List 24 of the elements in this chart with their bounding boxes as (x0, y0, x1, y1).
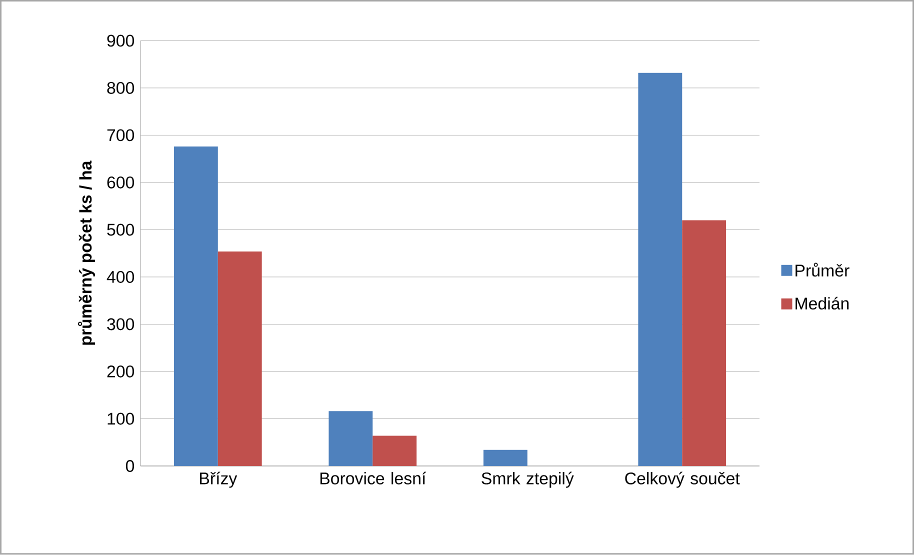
x-tick-label: Borovice lesní (320, 472, 426, 485)
legend-label: Průměr (796, 263, 850, 277)
y-tick-label: 200 (107, 366, 134, 378)
y-tick-label: 400 (106, 271, 134, 284)
x-tick-label: Celkový součet (625, 472, 740, 488)
y-tick-label: 800 (107, 82, 134, 94)
bar (682, 220, 726, 466)
bar (638, 73, 682, 466)
y-tick-label: 0 (126, 460, 134, 472)
y-axis-title: průměrný počet ks / ha (78, 160, 96, 345)
y-tick-label: 500 (107, 224, 134, 236)
y-tick-label: 600 (107, 176, 134, 189)
y-tick-label: 100 (108, 412, 134, 425)
y-tick-label: 700 (107, 129, 134, 142)
bar (372, 436, 417, 466)
legend-label: Medián (796, 297, 849, 310)
bar (483, 450, 528, 466)
x-tick-label: Břízy (200, 472, 238, 488)
y-tick-label: 300 (107, 318, 134, 330)
y-tick-label: 900 (107, 34, 134, 47)
bar (174, 146, 218, 466)
x-tick-label: Smrk ztepilý (482, 472, 574, 488)
bar (328, 411, 373, 466)
bar (218, 252, 262, 466)
